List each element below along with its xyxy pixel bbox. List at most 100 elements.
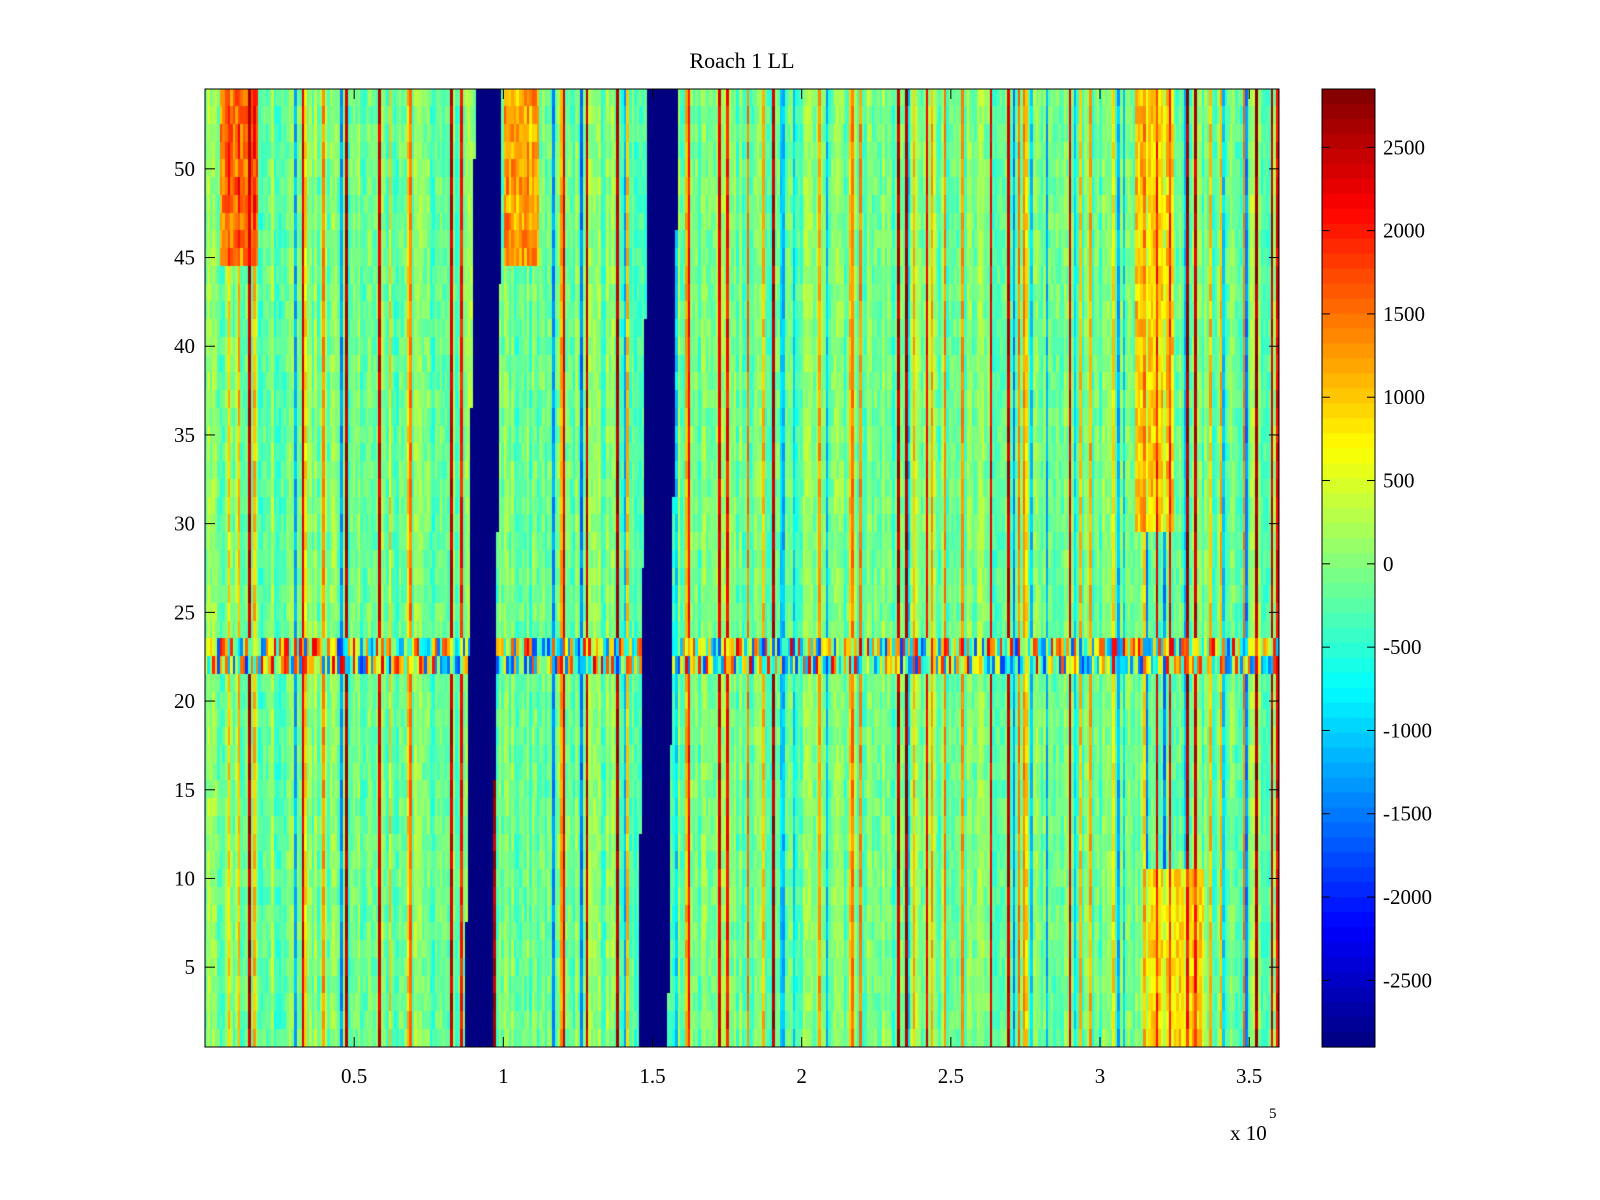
y-tick-label: 45 xyxy=(174,246,195,270)
colorbar-level xyxy=(1322,1017,1375,1033)
colorbar-level xyxy=(1322,298,1375,315)
x-tick-label: 1 xyxy=(498,1064,509,1088)
y-tick-label: 15 xyxy=(174,778,195,802)
colorbar-level xyxy=(1322,942,1375,958)
x-tick-label: 3.5 xyxy=(1236,1064,1262,1088)
colorbar-level xyxy=(1322,268,1375,285)
colorbar-level xyxy=(1322,163,1375,180)
colorbar-level xyxy=(1322,403,1375,419)
colorbar-tick-label: -2000 xyxy=(1383,885,1432,909)
colorbar-level xyxy=(1322,972,1375,988)
y-tick-label: 10 xyxy=(174,866,195,890)
colorbar-level xyxy=(1322,612,1375,629)
colorbar-level xyxy=(1322,792,1375,809)
y-tick-label: 30 xyxy=(174,512,195,536)
colorbar-level xyxy=(1322,478,1375,494)
colorbar-level xyxy=(1322,642,1375,659)
y-tick-label: 50 xyxy=(174,157,195,181)
colorbar-level xyxy=(1322,747,1375,764)
x-axis-multiplier: x 10 xyxy=(1230,1121,1267,1145)
colorbar-level xyxy=(1322,687,1375,704)
chart-title: Roach 1 LL xyxy=(689,48,794,73)
colorbar-tick-label: -2500 xyxy=(1383,968,1432,992)
colorbar-tick-label: -1000 xyxy=(1383,718,1432,742)
x-tick-label: 2 xyxy=(796,1064,807,1088)
colorbar-level xyxy=(1322,852,1375,868)
colorbar-level xyxy=(1322,238,1375,255)
colorbar-level xyxy=(1322,657,1375,674)
colorbar-level xyxy=(1322,553,1375,569)
y-tick-label: 35 xyxy=(174,423,195,447)
y-tick-label: 20 xyxy=(174,689,195,713)
y-tick-label: 40 xyxy=(174,334,195,358)
colorbar-level xyxy=(1322,897,1375,913)
colorbar-level xyxy=(1322,493,1375,509)
colorbar-level xyxy=(1322,328,1375,345)
colorbar-tick-label: 0 xyxy=(1383,552,1394,576)
colorbar xyxy=(1322,89,1375,1048)
colorbar-level xyxy=(1322,837,1375,854)
colorbar-level xyxy=(1322,957,1375,973)
colorbar-level xyxy=(1322,178,1375,195)
colorbar-level xyxy=(1322,777,1375,794)
y-tick-label: 25 xyxy=(174,600,195,624)
colorbar-level xyxy=(1322,822,1375,839)
colorbar-level xyxy=(1322,89,1375,105)
colorbar-tick-label: 500 xyxy=(1383,469,1415,493)
colorbar-level xyxy=(1322,568,1375,584)
colorbar-level xyxy=(1322,463,1375,479)
colorbar-level xyxy=(1322,762,1375,779)
y-tick-label: 5 xyxy=(185,955,196,979)
colorbar-level xyxy=(1322,433,1375,449)
colorbar-level xyxy=(1322,582,1375,599)
colorbar-tick-label: 1500 xyxy=(1383,302,1425,326)
x-axis: 0.5 1 1.5 2 2.5 3 3.5 xyxy=(341,89,1262,1088)
colorbar-level xyxy=(1322,717,1375,734)
colorbar-level xyxy=(1322,418,1375,434)
colorbar-tick-label: 1000 xyxy=(1383,385,1425,409)
colorbar-level xyxy=(1322,193,1375,210)
colorbar-tick-label: -1500 xyxy=(1383,802,1432,826)
colorbar-level xyxy=(1322,1032,1375,1048)
colorbar-tick-label: 2000 xyxy=(1383,219,1425,243)
colorbar-level xyxy=(1322,702,1375,719)
colorbar-level xyxy=(1322,627,1375,644)
colorbar-level xyxy=(1322,223,1375,240)
colorbar-level xyxy=(1322,732,1375,749)
colorbar-level xyxy=(1322,1002,1375,1018)
colorbar-level xyxy=(1322,807,1375,824)
colorbar-level xyxy=(1322,597,1375,614)
colorbar-level xyxy=(1322,358,1375,375)
x-tick-label: 1.5 xyxy=(639,1064,665,1088)
colorbar-level xyxy=(1322,388,1375,404)
colorbar-frame xyxy=(1321,88,1376,1048)
x-tick-label: 0.5 xyxy=(341,1064,367,1088)
x-tick-label: 2.5 xyxy=(938,1064,964,1088)
colorbar-axis: 2500 2000 1500 1000 500 0 -500 -1000 -1500 -2000 -… xyxy=(1322,135,1432,992)
x-tick-label: 3 xyxy=(1095,1064,1106,1088)
colorbar-level xyxy=(1322,373,1375,389)
colorbar-level xyxy=(1322,538,1375,554)
colorbar-level xyxy=(1322,523,1375,539)
colorbar-level xyxy=(1322,987,1375,1003)
colorbar-level xyxy=(1322,148,1375,165)
heatmap-plot-area xyxy=(205,89,1279,1047)
colorbar-level xyxy=(1322,867,1375,883)
colorbar-level xyxy=(1322,313,1375,330)
colorbar-level xyxy=(1322,882,1375,898)
colorbar-level xyxy=(1322,133,1375,150)
colorbar-level xyxy=(1322,253,1375,270)
colorbar-level xyxy=(1322,672,1375,689)
colorbar-level xyxy=(1322,912,1375,928)
colorbar-level xyxy=(1322,448,1375,464)
colorbar-level xyxy=(1322,508,1375,524)
colorbar-level xyxy=(1322,118,1375,135)
colorbar-tick-label: -500 xyxy=(1383,635,1422,659)
colorbar-tick-label: 2500 xyxy=(1383,135,1425,159)
x-axis-multiplier-exponent: 5 xyxy=(1269,1106,1277,1122)
plot-frame xyxy=(204,88,1280,1048)
colorbar-level xyxy=(1322,927,1375,943)
colorbar-level xyxy=(1322,283,1375,300)
heatmap-cells-image xyxy=(205,89,1279,1047)
